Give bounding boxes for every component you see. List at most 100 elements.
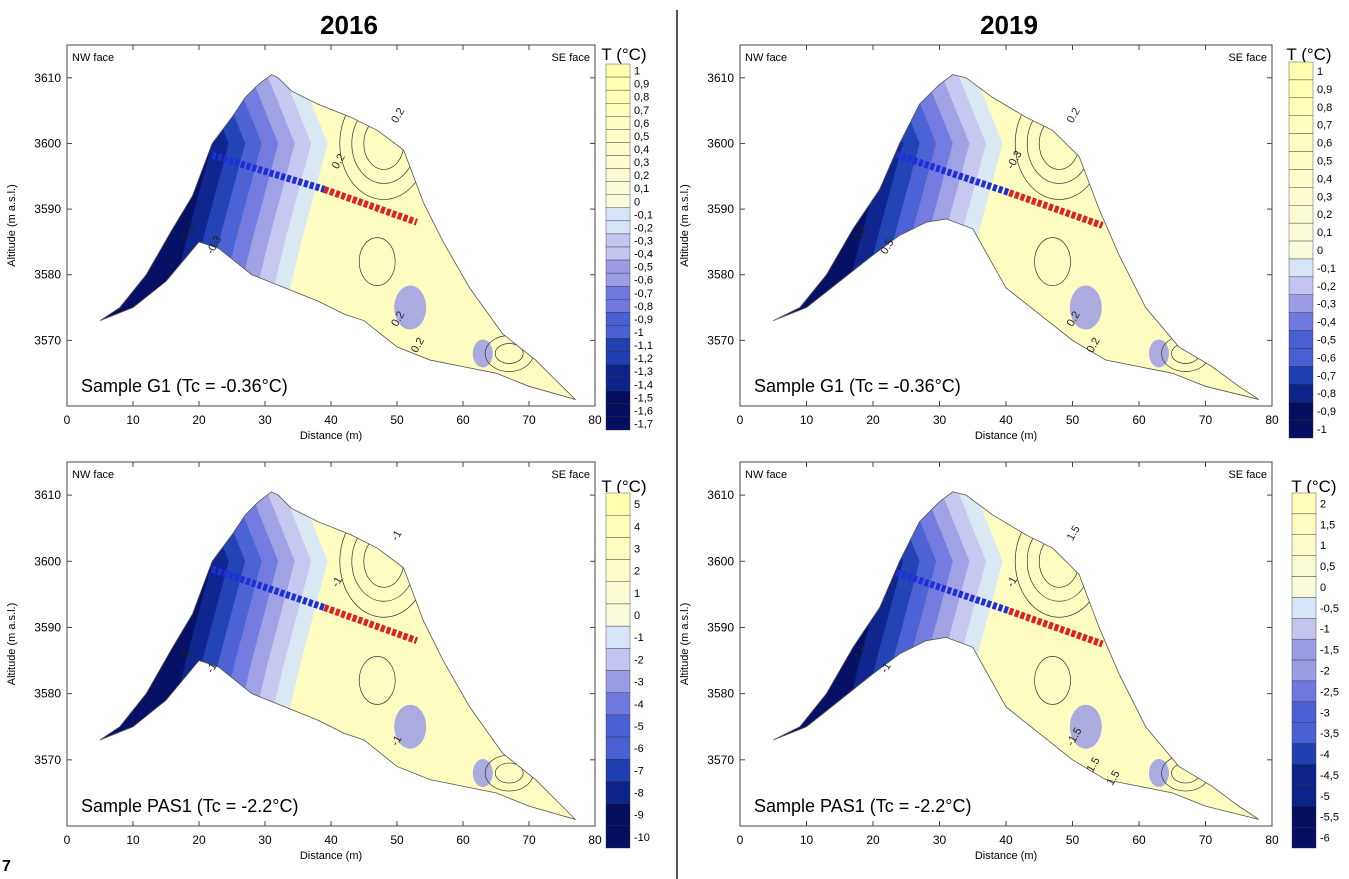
legend-label: -0,9	[634, 314, 653, 326]
x-axis-label: Distance (m)	[975, 850, 1037, 862]
legend-title: T (°C)	[1286, 45, 1331, 64]
cold-zone-band	[100, 74, 279, 400]
y-tick-label: 3610	[707, 488, 734, 502]
x-tick-label: 50	[390, 833, 404, 847]
legend-label: 0,5	[1320, 561, 1335, 573]
cold-zone-band	[100, 491, 229, 820]
electrode-line-se	[1008, 607, 1104, 648]
legend-swatch	[605, 351, 631, 365]
legend-label: 1	[634, 66, 640, 78]
y-tick-label: 3580	[34, 268, 61, 282]
legend-label: -0,8	[1317, 388, 1336, 400]
legend-label: -0,5	[1317, 335, 1336, 347]
legend-label: 0,5	[634, 131, 649, 143]
legend-label: -0,6	[634, 275, 653, 287]
electrode-line-se	[323, 604, 418, 644]
x-tick-label: 40	[324, 833, 338, 847]
y-tick-label: 3610	[707, 71, 734, 85]
legend-swatch	[605, 403, 631, 418]
x-tick-label: 20	[192, 413, 206, 427]
legend-label: -0,1	[1317, 263, 1336, 275]
cold-zone-band	[773, 491, 937, 820]
legend-swatch	[1288, 79, 1314, 99]
legend-swatch	[605, 603, 631, 627]
legend-swatch	[1291, 659, 1317, 682]
legend-swatch	[605, 492, 631, 516]
legend-label: 1	[1317, 66, 1323, 78]
legend-swatch	[1288, 312, 1314, 331]
legend-swatch	[605, 759, 631, 782]
cold-zone-band	[773, 491, 953, 820]
y-tick-label: 3590	[707, 202, 734, 216]
x-tick-label: 30	[258, 833, 272, 847]
temperature-legend: T (°C)10,90,80,70,60,50,40,30,20,10-0,1-…	[601, 45, 653, 430]
contour-line	[1034, 656, 1071, 705]
legend-swatch	[1291, 597, 1317, 619]
legend-label: -0,8	[634, 301, 653, 313]
x-axis-label: Distance (m)	[300, 430, 362, 442]
nw-face-label: NW face	[745, 52, 787, 64]
x-tick-label: 50	[1066, 413, 1080, 427]
x-tick-label: 40	[999, 833, 1013, 847]
x-tick-label: 80	[588, 413, 602, 427]
legend-label: 0,1	[1317, 227, 1332, 239]
y-tick-label: 3580	[707, 687, 734, 701]
legend-swatch	[605, 781, 631, 804]
legend-swatch	[1288, 240, 1314, 260]
contour-line	[494, 343, 524, 364]
x-tick-label: 0	[64, 833, 71, 847]
legend-swatch	[605, 714, 631, 738]
y-tick-label: 3590	[34, 202, 61, 216]
legend-swatch	[605, 272, 631, 287]
cold-zone-band	[100, 74, 229, 400]
cold-zone-band	[773, 74, 953, 400]
legend-swatch	[1291, 764, 1317, 786]
legend-swatch	[1291, 722, 1317, 744]
legend-swatch	[605, 692, 631, 716]
legend-label: -3	[634, 677, 644, 689]
legend-swatch	[605, 76, 631, 91]
panels-group: 0.20.2-0.3-0.30.20.20 10 20 30 40 50 60 70 80357…	[6, 44, 1339, 862]
legend-label: 0,6	[1317, 138, 1332, 150]
legend-swatch	[605, 377, 631, 391]
x-tick-label: 40	[324, 413, 338, 427]
year-title-2019: 2019	[980, 10, 1038, 40]
legend-swatch	[605, 325, 631, 339]
legend-swatch	[605, 364, 631, 378]
legend-label: 4	[634, 521, 640, 533]
legend-swatch	[1291, 618, 1317, 640]
legend-swatch	[1288, 115, 1314, 134]
legend-label: 0,8	[1317, 102, 1332, 114]
sample-label: Sample G1 (Tc = -0.36°C)	[754, 376, 961, 396]
legend-label: -3,5	[1320, 728, 1339, 740]
legend-label: -6	[1320, 833, 1330, 845]
legend-swatch	[605, 168, 631, 182]
legend-label: -1,3	[634, 366, 653, 378]
legend-label: 0,4	[634, 144, 649, 156]
legend-label: -0,5	[634, 262, 653, 274]
electrode-line-se	[323, 186, 418, 226]
x-tick-label: 30	[933, 413, 947, 427]
x-tick-label: 70	[1199, 833, 1213, 847]
y-tick-label: 3600	[34, 136, 61, 150]
legend-label: -0,3	[634, 235, 653, 247]
legend-label: 0,3	[1317, 191, 1332, 203]
cold-zone-band	[100, 491, 262, 820]
cold-zone-band	[100, 491, 279, 820]
legend-swatch	[1288, 276, 1314, 295]
legend-label: 0,2	[634, 170, 649, 182]
legend-swatch	[1288, 205, 1314, 224]
x-tick-label: 70	[1199, 413, 1213, 427]
y-axis-label: Altitude (m a.s.l.)	[6, 184, 18, 267]
x-tick-label: 0	[737, 833, 744, 847]
legend-title: T (°C)	[601, 477, 646, 496]
x-tick-label: 30	[933, 833, 947, 847]
legend-swatch	[605, 155, 631, 169]
temperature-legend: T (°C)10,90,80,70,60,50,40,30,20,10-0,1-…	[1286, 45, 1336, 439]
legend-label: -1,2	[634, 353, 653, 365]
legend-swatch	[1288, 366, 1314, 385]
cold-pocket	[1148, 339, 1169, 368]
legend-swatch	[1291, 806, 1317, 828]
x-tick-label: 0	[737, 413, 744, 427]
legend-label: -2,5	[1320, 686, 1339, 698]
